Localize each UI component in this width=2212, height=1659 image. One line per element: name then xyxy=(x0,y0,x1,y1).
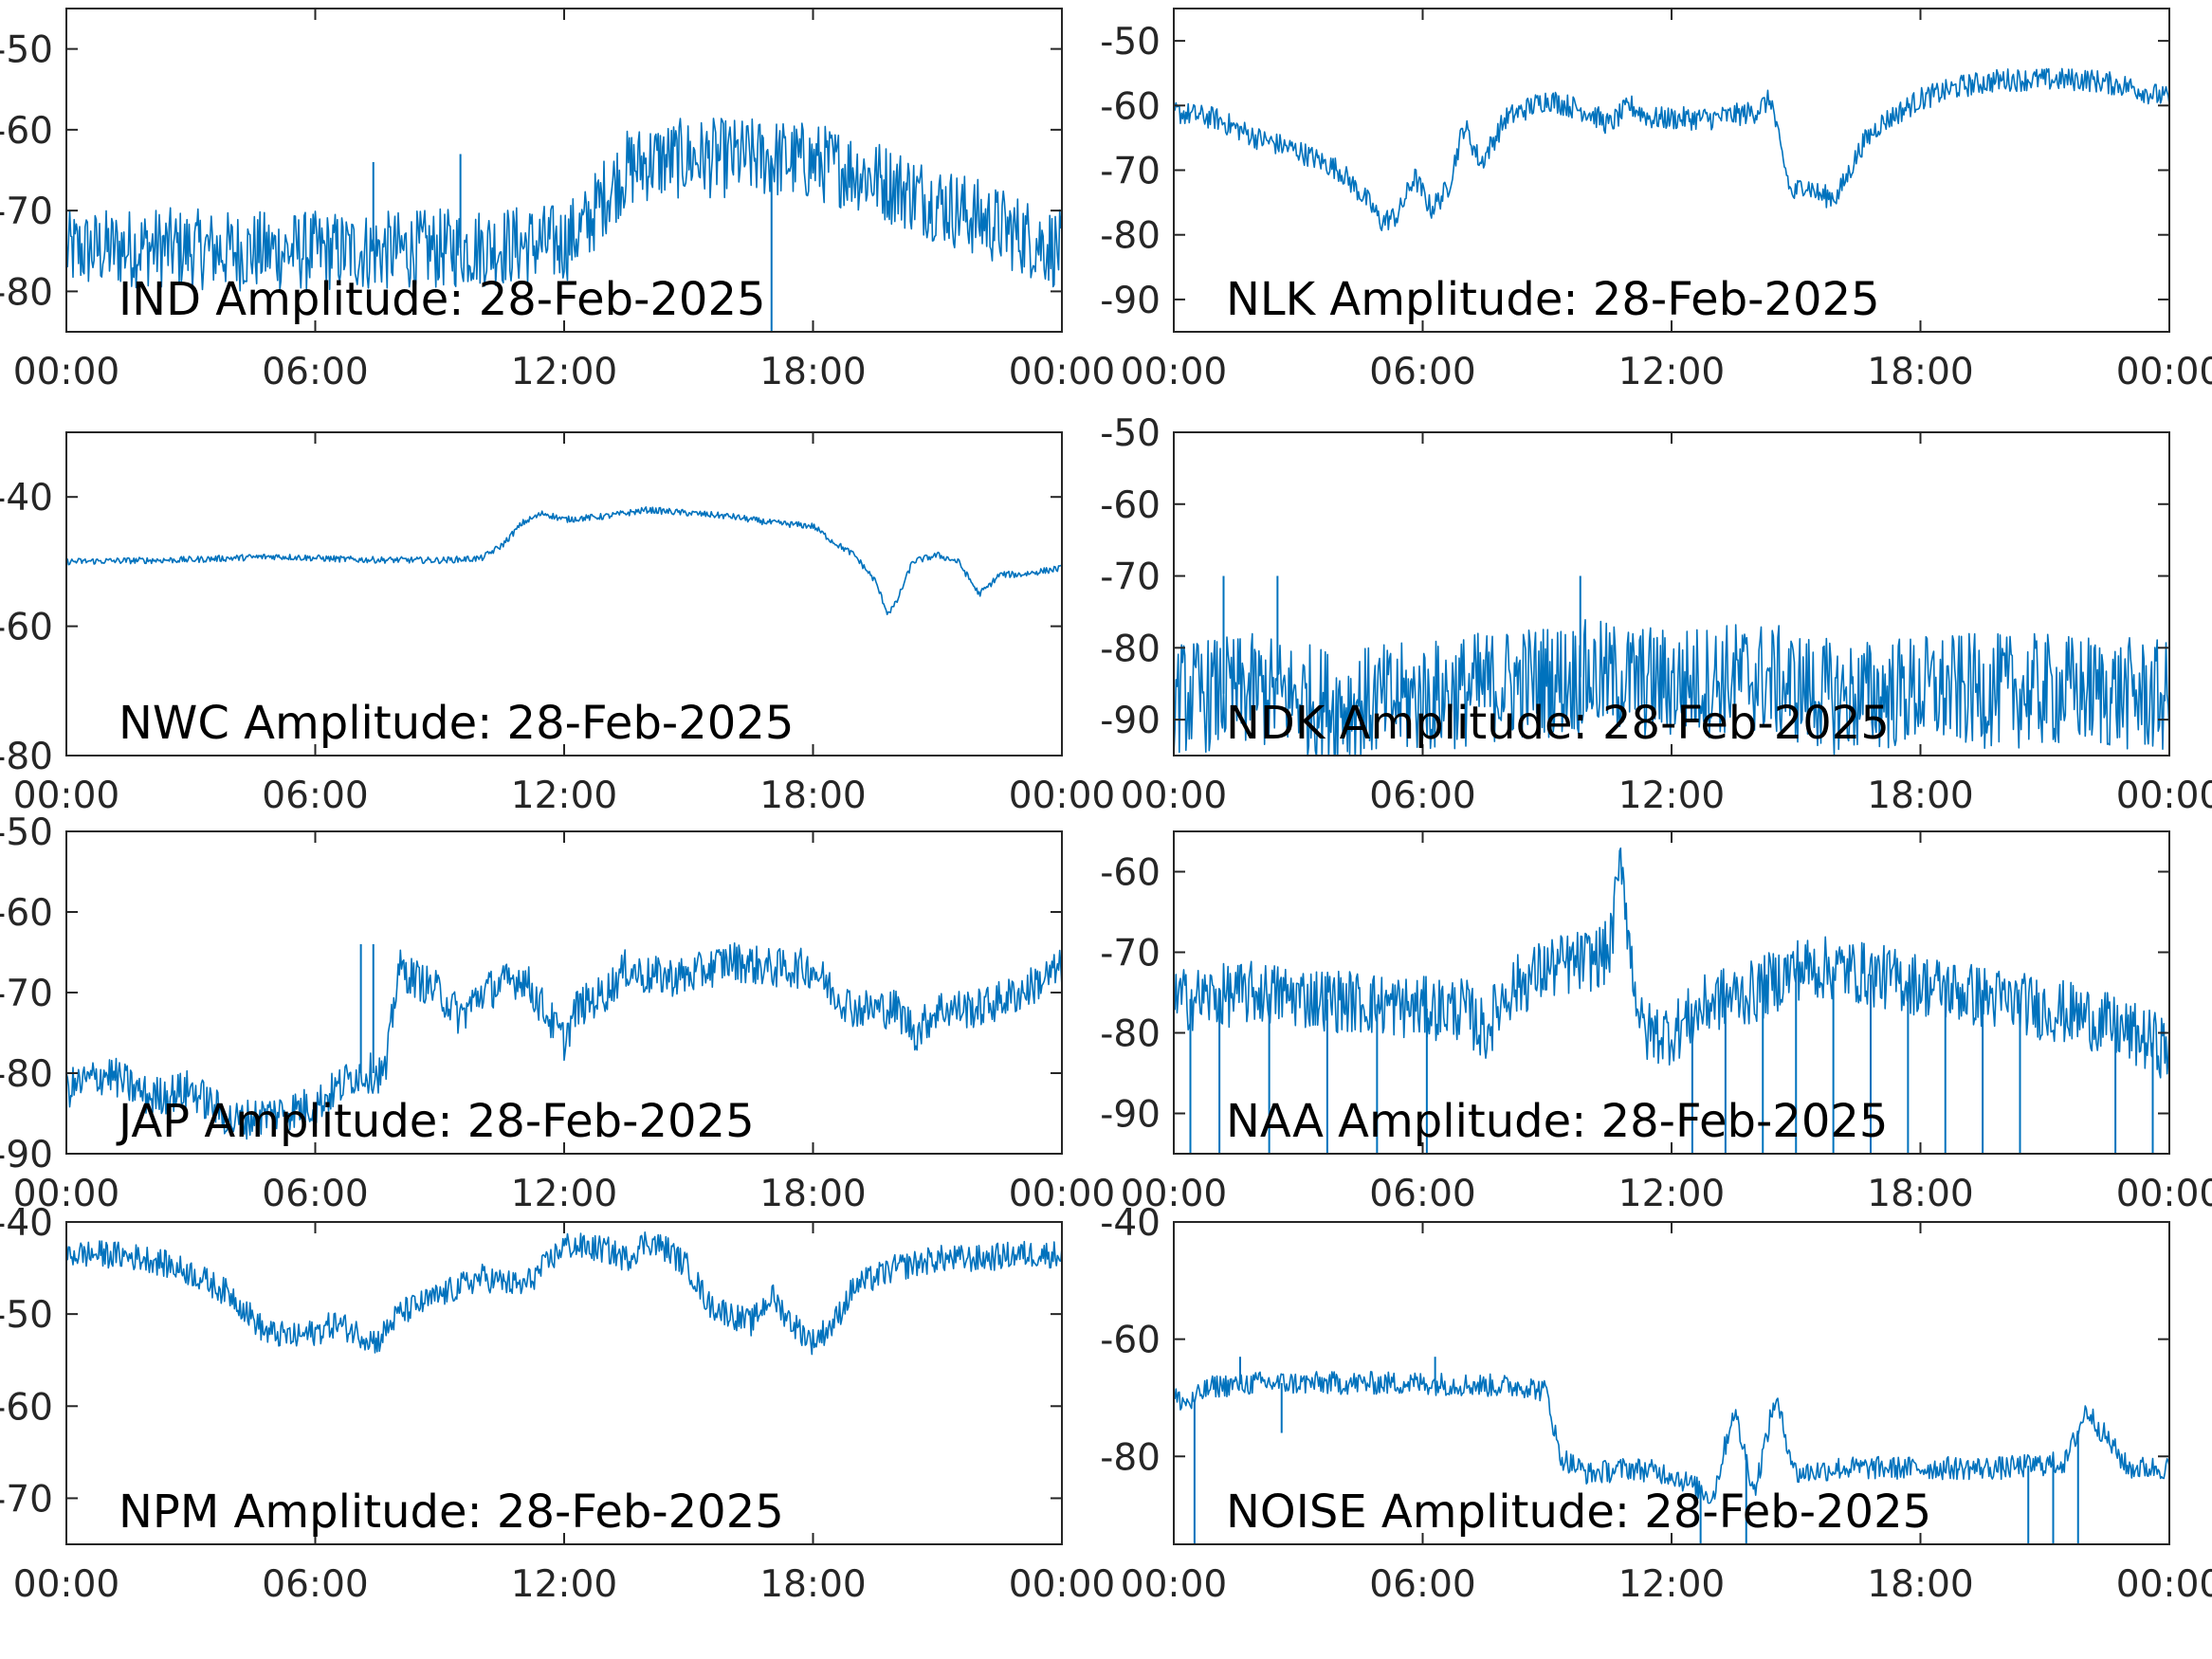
x-tick-label: 06:00 xyxy=(1369,775,1475,817)
y-tick-label: -70 xyxy=(1100,151,1161,193)
x-tick-label: 18:00 xyxy=(759,1563,866,1606)
x-tick-label: 12:00 xyxy=(1618,775,1725,817)
y-tick-label: -80 xyxy=(0,1053,53,1096)
x-tick-label: 06:00 xyxy=(262,775,368,817)
y-tick-label: -60 xyxy=(0,1386,53,1429)
y-tick-label: -60 xyxy=(1100,85,1161,128)
y-tick-label: -50 xyxy=(1100,21,1161,64)
x-tick-label: 12:00 xyxy=(1618,1563,1725,1606)
x-tick-label: 00:00 xyxy=(13,775,119,817)
y-tick-label: -70 xyxy=(0,1478,53,1521)
y-tick-label: -70 xyxy=(0,191,53,233)
y-tick-label: -50 xyxy=(0,811,53,854)
x-tick-label: 00:00 xyxy=(1121,1173,1227,1215)
y-tick-label: -90 xyxy=(1100,1094,1161,1137)
x-tick-label: 00:00 xyxy=(13,1173,119,1215)
series-line xyxy=(1174,67,2169,231)
x-tick-label: 12:00 xyxy=(511,351,617,393)
y-tick-label: -90 xyxy=(1100,700,1161,742)
series-line xyxy=(66,118,1062,292)
x-tick-label: 12:00 xyxy=(1618,1173,1725,1215)
panel-1: 00:00 06:00 12:00 18:00 00:00 -50 -60 -70 -80 -90… xyxy=(1100,8,2212,393)
x-tick-label: 18:00 xyxy=(1867,1173,1973,1215)
x-tick-label: 18:00 xyxy=(1867,351,1973,393)
y-tick-label: -80 xyxy=(0,736,53,778)
y-tick-label: -50 xyxy=(1100,412,1161,455)
y-tick-label: -50 xyxy=(0,1294,53,1337)
y-tick-label: -80 xyxy=(1100,215,1161,258)
series-line xyxy=(1174,847,2169,1079)
x-tick-label: 06:00 xyxy=(262,1563,368,1606)
x-tick-label: 12:00 xyxy=(511,775,617,817)
panel-2: 00:00 06:00 12:00 18:00 00:00 -40 -60 -80 NWC Am… xyxy=(0,431,1115,817)
x-tick-label: 00:00 xyxy=(2116,1173,2212,1215)
x-tick-label: 12:00 xyxy=(511,1173,617,1215)
x-tick-label: 12:00 xyxy=(511,1563,617,1606)
x-tick-label: 00:00 xyxy=(2116,775,2212,817)
x-tick-label: 06:00 xyxy=(1369,351,1475,393)
x-tick-label: 00:00 xyxy=(1009,351,1115,393)
x-tick-label: 00:00 xyxy=(2116,1563,2212,1606)
panel-4: 00:00 06:00 12:00 18:00 00:00 -50 -60 -70 -80 -90… xyxy=(0,811,1115,1215)
y-tick-label: -40 xyxy=(1100,1202,1161,1245)
x-tick-label: 06:00 xyxy=(262,1173,368,1215)
y-tick-label: -60 xyxy=(1100,484,1161,527)
x-tick-label: 12:00 xyxy=(1618,351,1725,393)
x-tick-label: 06:00 xyxy=(262,351,368,393)
y-tick-label: -90 xyxy=(1100,280,1161,322)
x-tick-label: 18:00 xyxy=(759,351,866,393)
y-tick-label: -60 xyxy=(0,110,53,153)
y-tick-label: -50 xyxy=(0,29,53,72)
panel-title: NWC Amplitude: 28-Feb-2025 xyxy=(119,697,794,750)
panel-title: JAP Amplitude: 28-Feb-2025 xyxy=(116,1095,755,1148)
series-line xyxy=(1174,1371,2169,1504)
x-tick-label: 06:00 xyxy=(1369,1173,1475,1215)
panel-3: 00:00 06:00 12:00 18:00 00:00 -50 -60 -70 -80 -90… xyxy=(1100,412,2212,817)
panel-title: NLK Amplitude: 28-Feb-2025 xyxy=(1226,273,1880,326)
panel-title: NAA Amplitude: 28-Feb-2025 xyxy=(1226,1095,1888,1148)
y-tick-label: -40 xyxy=(0,477,53,520)
x-tick-label: 00:00 xyxy=(1009,775,1115,817)
y-tick-label: -60 xyxy=(0,607,53,649)
y-tick-label: -80 xyxy=(1100,1436,1161,1479)
x-tick-label: 00:00 xyxy=(1009,1173,1115,1215)
x-tick-label: 18:00 xyxy=(759,775,866,817)
panel-title: NPM Amplitude: 28-Feb-2025 xyxy=(119,1486,784,1539)
x-tick-label: 18:00 xyxy=(1867,775,1973,817)
series-line xyxy=(66,942,1062,1140)
x-tick-label: 06:00 xyxy=(1369,1563,1475,1606)
x-tick-label: 00:00 xyxy=(1121,351,1227,393)
y-tick-label: -60 xyxy=(0,892,53,935)
x-tick-label: 00:00 xyxy=(1121,775,1227,817)
panel-title: NDK Amplitude: 28-Feb-2025 xyxy=(1226,697,1890,750)
y-tick-label: -80 xyxy=(0,271,53,314)
y-tick-label: -40 xyxy=(0,1202,53,1245)
y-tick-label: -70 xyxy=(0,973,53,1015)
x-tick-label: 00:00 xyxy=(13,351,119,393)
x-tick-label: 18:00 xyxy=(1867,1563,1973,1606)
panel-0: 00:00 06:00 12:00 18:00 00:00 -50 -60 -70 -80 IND… xyxy=(0,8,1115,393)
x-tick-label: 00:00 xyxy=(1121,1563,1227,1606)
y-tick-label: -60 xyxy=(1100,852,1161,895)
x-tick-label: 00:00 xyxy=(1009,1563,1115,1606)
series-line xyxy=(1174,619,2169,756)
series-line xyxy=(66,1231,1062,1356)
y-tick-label: -80 xyxy=(1100,1013,1161,1056)
panel-title: NOISE Amplitude: 28-Feb-2025 xyxy=(1226,1486,1931,1539)
x-tick-label: 18:00 xyxy=(759,1173,866,1215)
y-tick-label: -90 xyxy=(0,1134,53,1176)
panel-7: 00:00 06:00 12:00 18:00 00:00 -40 -60 -80 NOISE … xyxy=(1100,1202,2212,1606)
x-tick-label: 00:00 xyxy=(2116,351,2212,393)
y-tick-label: -70 xyxy=(1100,556,1161,599)
panel-title: IND Amplitude: 28-Feb-2025 xyxy=(119,273,766,326)
series-line xyxy=(66,506,1062,615)
x-tick-label: 00:00 xyxy=(13,1563,119,1606)
panel-5: 00:00 06:00 12:00 18:00 00:00 -60 -70 -80 -90 NAA… xyxy=(1100,830,2212,1215)
y-tick-label: -80 xyxy=(1100,628,1161,670)
panel-6: 00:00 06:00 12:00 18:00 00:00 -40 -50 -60 -70 NPM… xyxy=(0,1202,1115,1606)
y-tick-label: -60 xyxy=(1100,1320,1161,1362)
y-tick-label: -70 xyxy=(1100,933,1161,975)
